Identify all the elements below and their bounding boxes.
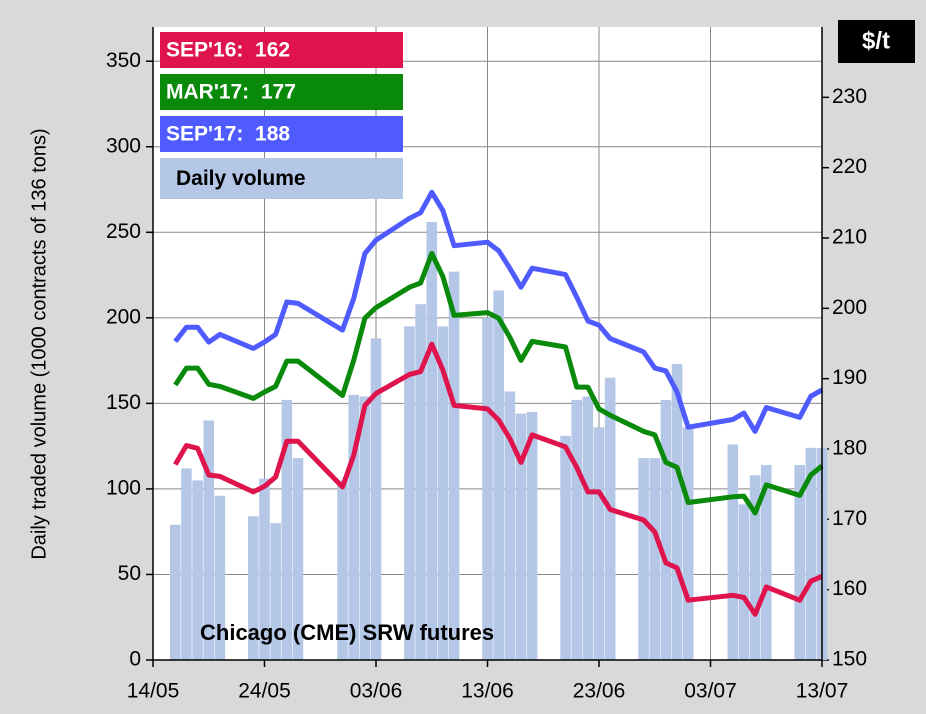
lines xyxy=(173,189,824,617)
x-tick-label: 14/05 xyxy=(127,680,180,703)
bar xyxy=(192,480,203,660)
line xyxy=(173,341,824,617)
x-tick-label: 03/07 xyxy=(684,680,737,703)
y2-tick-label: 200 xyxy=(832,296,867,319)
bar xyxy=(727,444,739,660)
bar xyxy=(671,364,683,660)
line xyxy=(173,251,824,516)
bar xyxy=(359,396,371,660)
y2-tick-label: 210 xyxy=(832,226,867,249)
y-tick-label: 100 xyxy=(106,476,141,499)
y2-tick-label: 220 xyxy=(832,155,867,178)
bar xyxy=(203,420,215,660)
bar xyxy=(660,399,672,660)
bar xyxy=(292,458,304,660)
bar xyxy=(515,413,527,660)
x-tick-label: 24/05 xyxy=(238,680,291,703)
y2-tick-label: 150 xyxy=(832,648,867,671)
legend-label: SEP'17: 188 xyxy=(166,123,290,146)
y-tick-label: 250 xyxy=(106,220,141,243)
bar xyxy=(805,447,817,660)
bar xyxy=(760,464,772,660)
legend-label: SEP'16: 162 xyxy=(166,39,290,62)
x-tick-label: 13/07 xyxy=(796,680,849,703)
bar xyxy=(270,523,281,660)
bar xyxy=(404,326,415,660)
y2-tick-label: 180 xyxy=(832,437,867,460)
y2-tick-label: 190 xyxy=(832,366,867,389)
legend-swatch xyxy=(160,158,403,199)
bar xyxy=(348,394,359,660)
bar xyxy=(526,411,538,660)
bar xyxy=(370,338,382,660)
y2-axis-label: $/t xyxy=(862,27,890,54)
bar xyxy=(649,458,661,660)
y2-label-box xyxy=(838,20,915,63)
y-tick-label: 200 xyxy=(106,305,141,328)
x-tick-label: 23/06 xyxy=(573,680,626,703)
bar xyxy=(738,504,750,660)
bar xyxy=(493,290,504,660)
bar xyxy=(794,464,805,660)
bar xyxy=(638,458,649,660)
bar xyxy=(214,495,226,660)
bar xyxy=(248,516,259,660)
y-axis-label: Daily traded volume (1000 contracts of 1… xyxy=(28,128,50,559)
bar xyxy=(604,377,616,660)
bar xyxy=(259,478,270,660)
y-tick-label: 150 xyxy=(106,391,141,414)
bar xyxy=(593,427,605,660)
bar xyxy=(560,435,571,660)
bar xyxy=(749,475,761,660)
bar xyxy=(415,304,426,660)
bar xyxy=(337,480,348,660)
legend-swatch xyxy=(160,116,403,152)
legend-label: Daily volume xyxy=(176,167,306,190)
y-tick-label: 50 xyxy=(118,562,141,585)
x-tick-label: 03/06 xyxy=(350,680,403,703)
y2-tick-label: 230 xyxy=(832,85,867,108)
annotation: Chicago (CME) SRW futures xyxy=(200,620,494,645)
bar xyxy=(170,524,181,660)
bar xyxy=(682,427,694,660)
y2-tick-label: 170 xyxy=(832,507,867,530)
y2-tick-label: 160 xyxy=(832,577,867,600)
y-tick-label: 300 xyxy=(106,134,141,157)
bar xyxy=(281,399,293,660)
bar xyxy=(448,271,460,660)
x-tick-label: 13/06 xyxy=(461,680,514,703)
legend-swatch xyxy=(160,32,403,68)
bar xyxy=(437,326,449,660)
bar xyxy=(582,396,594,660)
bar xyxy=(426,222,438,661)
legend-swatch xyxy=(160,74,403,110)
legend-label: MAR'17: 177 xyxy=(166,81,296,104)
y-tick-label: 350 xyxy=(106,49,141,72)
bar xyxy=(571,399,582,660)
line xyxy=(173,189,824,434)
bar xyxy=(181,468,192,660)
y-tick-label: 0 xyxy=(129,648,141,671)
bar xyxy=(482,317,493,660)
bar xyxy=(504,391,516,660)
